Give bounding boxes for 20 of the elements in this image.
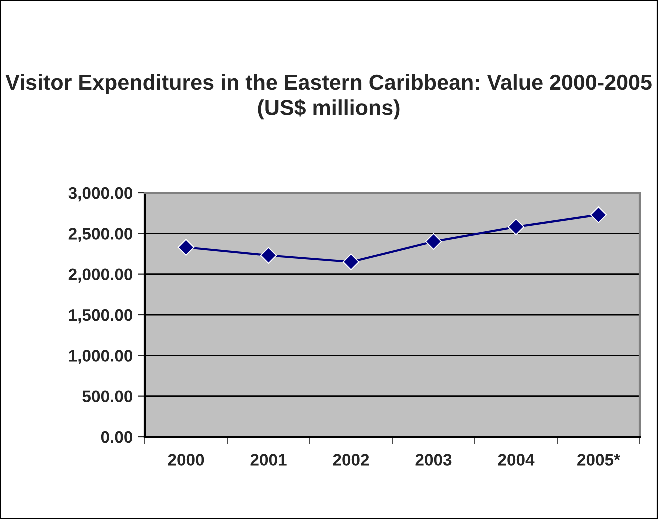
y-tick-label: 2,000.00 [68, 268, 133, 283]
point [178, 239, 195, 256]
point [508, 218, 525, 236]
y-tick-label: 500.00 [82, 390, 133, 403]
y-tick-label: 1,000.00 [69, 350, 133, 364]
x-tick-label: 2000 [168, 454, 204, 466]
x-tick-label: 2001 [250, 454, 287, 466]
x-tick-label: 2002 [333, 454, 370, 466]
point [425, 233, 442, 250]
y-tick-label: 1,500.00 [69, 309, 133, 324]
x-tick-label: 2003 [416, 454, 452, 466]
x-tick-label: 2004 [498, 454, 535, 466]
y-tick-label: 0.00 [101, 431, 133, 444]
y-tick-label: 2,500.00 [68, 228, 133, 242]
point [342, 254, 360, 271]
y-tick-label: 3,000.00 [68, 187, 133, 202]
x-tick-label: 2005* [578, 454, 621, 466]
point [260, 247, 278, 264]
point [590, 206, 608, 224]
chart-title: Visitor Expenditures in the Eastern Caribbean: Value 2000-2005 (US$ millions) [6, 74, 652, 120]
